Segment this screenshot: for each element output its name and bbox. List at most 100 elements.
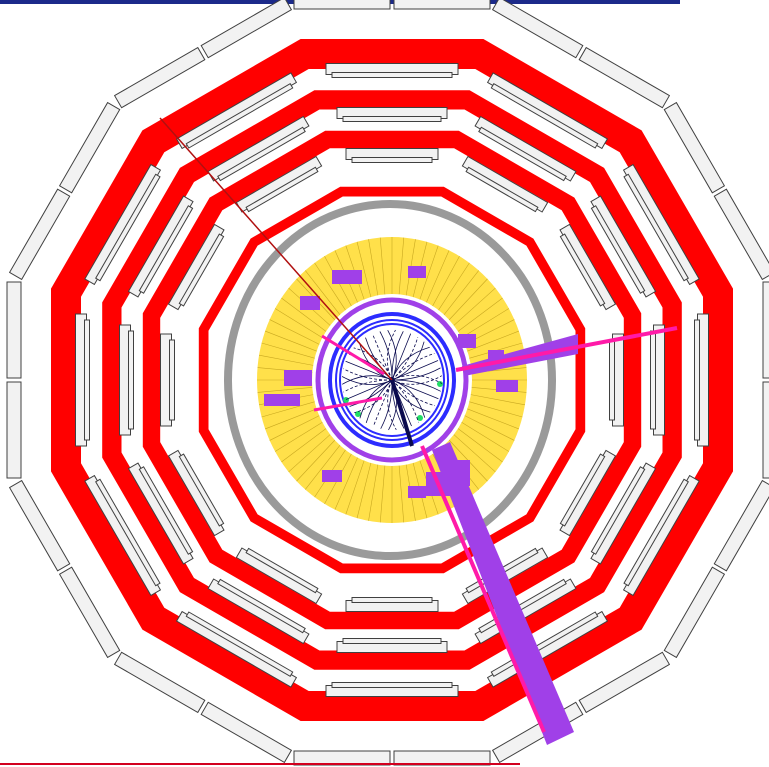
charged-track <box>354 379 393 414</box>
muon-chamber <box>138 466 194 555</box>
muon-chamber <box>342 116 442 122</box>
ecal-tower <box>467 400 523 418</box>
energy-deposit <box>264 394 300 406</box>
ecal-tower <box>368 239 379 300</box>
ecal-tower <box>418 245 439 304</box>
muon-track <box>313 396 383 412</box>
muon-chamber-outer <box>713 479 769 572</box>
muon-chamber <box>609 339 615 421</box>
energy-deposit <box>284 370 312 386</box>
muon-chamber <box>138 205 194 294</box>
tracker-hit <box>355 411 361 417</box>
ecal-tower <box>356 459 373 519</box>
muon-chamber-outer <box>200 701 293 764</box>
ecal-tower <box>446 278 488 323</box>
energy-deposit <box>332 270 362 284</box>
energy-deposit <box>300 296 320 310</box>
tracker-hit <box>343 397 349 403</box>
ecal-tower <box>379 461 386 523</box>
ecal-tower <box>379 237 386 299</box>
charged-track <box>391 375 443 384</box>
muon-chamber <box>351 157 433 163</box>
tracker-layer <box>335 319 449 441</box>
ecal-tower <box>356 241 373 301</box>
ecal-tower <box>261 342 317 360</box>
ecal-tower <box>436 262 470 313</box>
muon-chamber <box>185 611 294 677</box>
ecal-tower <box>281 297 329 334</box>
muon-chamber <box>178 233 225 307</box>
energy-deposit <box>408 486 426 498</box>
ecal-tower <box>258 354 316 367</box>
muon-chamber <box>178 453 225 527</box>
muon-chamber-outer <box>578 46 671 109</box>
muon-chamber-outer <box>113 46 206 109</box>
charged-track <box>391 367 441 381</box>
reconstructed-objects <box>159 117 678 745</box>
ecal-tower <box>451 287 496 328</box>
muon-chamber-outer <box>393 750 491 766</box>
ecal-tower <box>455 297 503 334</box>
muon-chamber-outer <box>293 750 391 766</box>
ecal-tower <box>274 420 325 452</box>
ecal-tower <box>398 237 405 299</box>
muon-chamber <box>623 478 689 587</box>
muon-chamber-outer <box>762 381 769 479</box>
muon-chamber-outer <box>6 281 22 379</box>
energy-deposit <box>458 334 476 348</box>
ecal-tower <box>468 393 526 406</box>
muon-chamber <box>331 72 453 78</box>
ecal-tower <box>446 437 488 482</box>
muon-track <box>321 334 385 376</box>
ecal-tower <box>465 330 519 353</box>
muon-chamber-outer <box>393 0 491 10</box>
muon-chamber-outer <box>663 566 726 659</box>
muon-chamber-outer <box>6 381 22 479</box>
muon-chamber <box>465 166 539 213</box>
tracker-hit <box>417 415 423 421</box>
ecal-tower <box>265 330 319 353</box>
tracker-layer <box>328 312 456 448</box>
ecal-tower <box>441 270 480 318</box>
muon-chamber-outer <box>491 0 584 59</box>
ecal-tower <box>269 414 322 441</box>
charged-track <box>391 379 419 423</box>
charged-track <box>353 347 393 381</box>
muon-chambers-outer <box>6 0 769 766</box>
ecal-tower <box>424 250 450 306</box>
tracker-layer <box>339 323 445 437</box>
muon-chamber <box>559 453 606 527</box>
charged-track <box>343 379 393 393</box>
deposit-ring <box>315 297 469 463</box>
charged-track <box>341 376 393 385</box>
muon-chamber <box>217 578 306 634</box>
charged-track <box>372 333 393 381</box>
muon-chamber <box>128 330 134 430</box>
hcal-ring <box>224 200 556 560</box>
charged-track <box>349 379 393 407</box>
muon-chamber <box>478 126 567 182</box>
charged-track <box>391 331 404 381</box>
muon-chamber-outer <box>663 101 726 194</box>
bottom-border-rule <box>0 763 520 765</box>
leading-track <box>390 379 414 447</box>
muon-chamber <box>342 638 442 644</box>
muon-chamber <box>185 83 294 149</box>
ecal-tower <box>345 456 366 515</box>
charged-track <box>343 368 393 381</box>
muon-chamber-outer <box>713 188 769 281</box>
ecal-tower <box>257 386 315 393</box>
jet-cone <box>462 334 578 376</box>
ecal-tower <box>281 426 329 463</box>
ecal-tower <box>296 437 338 482</box>
muon-chamber-outer <box>293 0 391 10</box>
ecal-tower <box>430 256 460 310</box>
charged-track <box>387 379 397 430</box>
ecal-tower <box>314 262 348 313</box>
muon-track <box>420 445 546 733</box>
muon-chamber-outer <box>58 566 121 659</box>
ecal-tower <box>465 407 519 430</box>
muon-chamber <box>84 319 90 441</box>
ecal-tower <box>451 432 496 473</box>
